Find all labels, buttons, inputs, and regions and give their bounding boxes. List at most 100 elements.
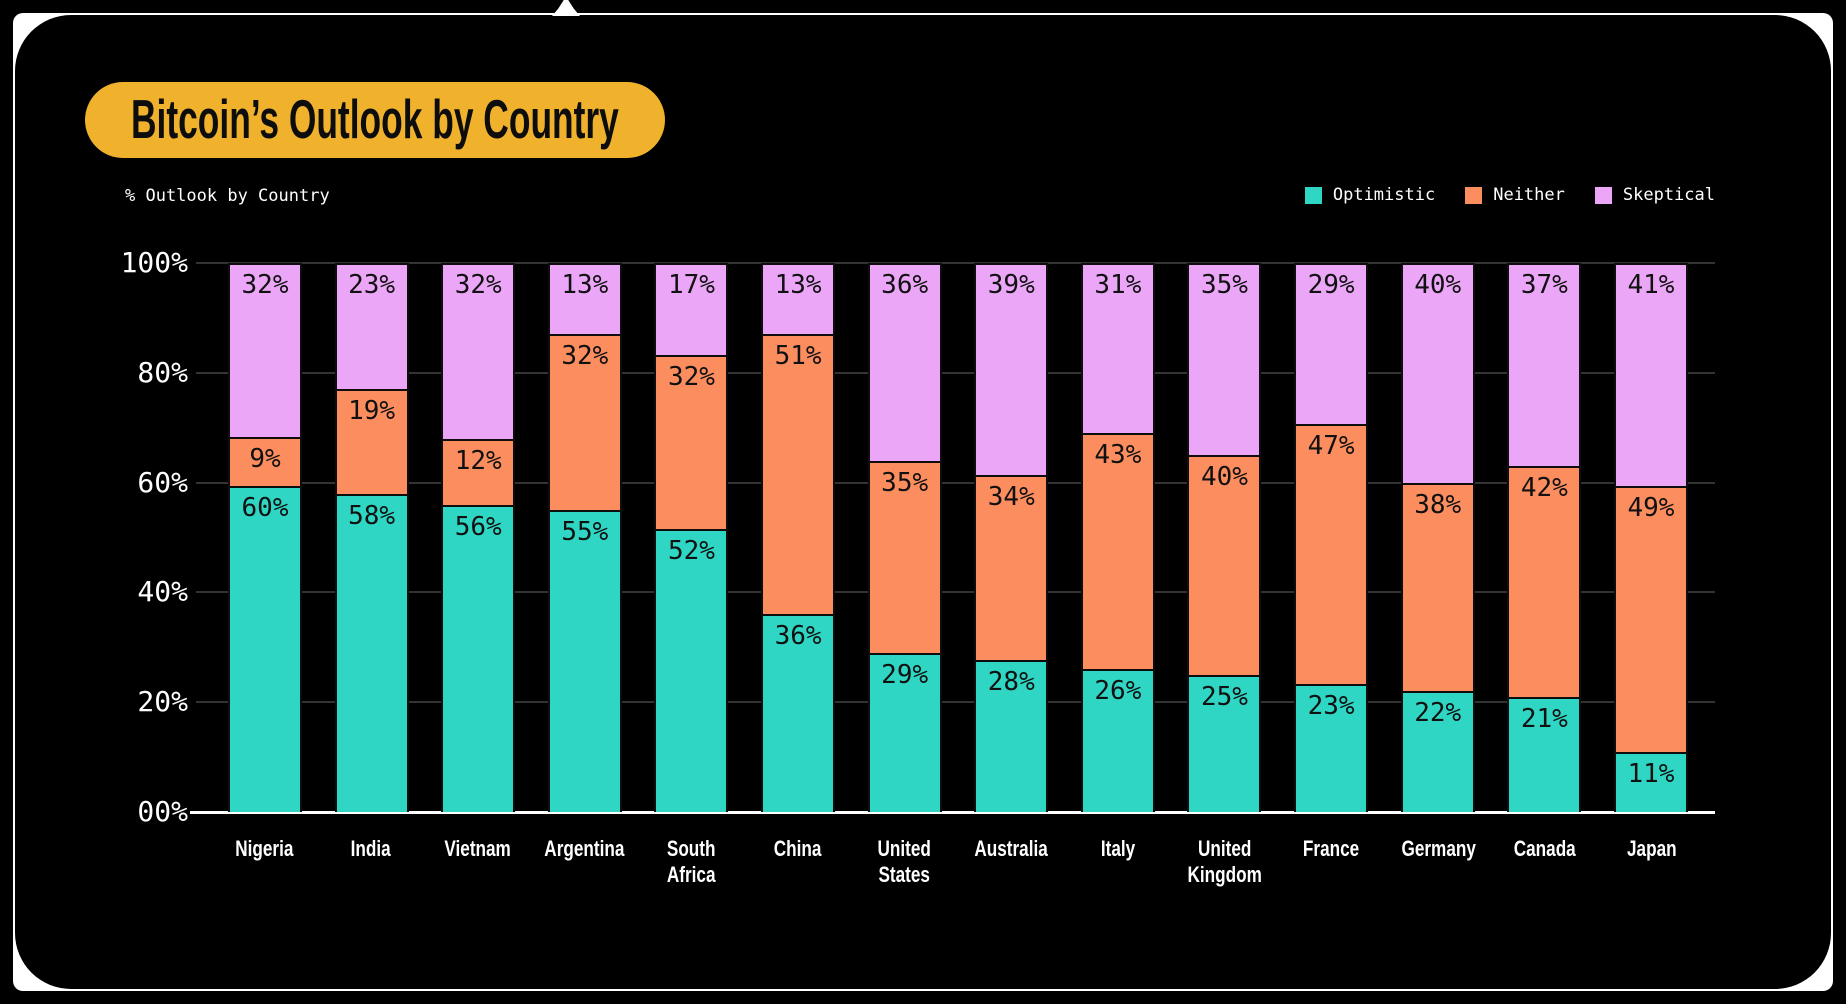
- frame-notch: [552, 0, 580, 16]
- legend-item-optimistic: Optimistic: [1304, 185, 1436, 205]
- bar-segment-neither: 47%: [1294, 423, 1369, 685]
- title-pill: Bitcoin’s Outlook by Country: [85, 82, 665, 158]
- bar-value-label: 19%: [348, 396, 396, 427]
- bar-segment-skeptical: 41%: [1613, 263, 1688, 486]
- country-label-text: Australia: [974, 836, 1049, 861]
- y-tick-label: 60%: [137, 465, 188, 499]
- bar-segment-optimistic: 55%: [547, 510, 622, 812]
- bar-value-label: 32%: [667, 362, 715, 393]
- bar-value-label: 40%: [1201, 462, 1248, 493]
- legend-item-skeptical: Skeptical: [1594, 185, 1715, 205]
- bar-value-label: 60%: [241, 492, 289, 523]
- bar-segment-neither: 12%: [441, 438, 516, 505]
- bar-value-label: 32%: [241, 270, 289, 301]
- bar-column-australia: 28% 34% 39%: [974, 263, 1049, 812]
- bar-segment-optimistic: 56%: [441, 504, 516, 812]
- bar-column-canada: 21% 42% 37%: [1507, 263, 1582, 812]
- gridline: [196, 262, 1715, 264]
- country-label-text: Canada: [1513, 836, 1576, 861]
- x-axis-label-vietnam: Vietnam: [424, 836, 531, 888]
- bar-value-label: 43%: [1094, 440, 1142, 471]
- x-axis-label-japan: Japan: [1598, 836, 1705, 888]
- bar-value-label: 52%: [667, 536, 715, 567]
- legend-label: Optimistic: [1332, 185, 1436, 205]
- bar-value-label: 25%: [1201, 681, 1248, 712]
- y-tick-label: 80%: [137, 355, 188, 389]
- bar-segment-skeptical: 29%: [1294, 263, 1369, 424]
- legend-label: Neither: [1493, 185, 1565, 205]
- bar-segment-optimistic: 23%: [1294, 684, 1369, 812]
- bar-segment-neither: 42%: [1507, 466, 1582, 697]
- country-label-text: China: [774, 836, 822, 861]
- bar-segment-optimistic: 11%: [1613, 752, 1688, 812]
- bar-value-label: 9%: [249, 443, 281, 474]
- bar-segment-skeptical: 32%: [441, 263, 516, 439]
- bar-segment-skeptical: 13%: [547, 263, 622, 335]
- y-tick-label: 00%: [137, 795, 188, 828]
- bar-value-label: 28%: [987, 666, 1035, 697]
- bar-segment-neither: 40%: [1187, 455, 1262, 675]
- x-axis-label-canada: Canada: [1492, 836, 1599, 888]
- bar-segment-neither: 34%: [974, 475, 1049, 660]
- x-axis-label-united-kingdom: United Kingdom: [1171, 836, 1278, 888]
- bar-value-label: 29%: [1307, 270, 1355, 301]
- gridline: [196, 591, 1715, 594]
- bar-segment-neither: 9%: [228, 436, 302, 486]
- bar-value-label: 39%: [987, 270, 1035, 301]
- bar-segment-skeptical: 37%: [1507, 263, 1582, 467]
- bar-segment-optimistic: 36%: [761, 614, 836, 812]
- country-label-text: South Africa: [666, 836, 716, 887]
- bar-segment-neither: 32%: [654, 355, 729, 530]
- bar-value-label: 31%: [1094, 270, 1142, 301]
- bar-segment-skeptical: 13%: [761, 263, 836, 335]
- bar-segment-neither: 49%: [1613, 485, 1688, 753]
- x-axis-label-australia: Australia: [958, 836, 1065, 888]
- country-label-text: United Kingdom: [1187, 836, 1262, 887]
- bar-segment-neither: 19%: [334, 389, 409, 494]
- bar-value-label: 32%: [454, 270, 502, 301]
- bar-segment-skeptical: 35%: [1187, 263, 1262, 456]
- gridline: [196, 371, 1715, 374]
- bar-column-united-states: 29% 35% 36%: [867, 263, 942, 812]
- bar-segment-neither: 38%: [1400, 482, 1475, 692]
- x-axis-label-china: China: [745, 836, 852, 888]
- bar-segment-neither: 35%: [867, 460, 942, 653]
- neither-swatch-icon: [1465, 186, 1483, 204]
- bar-segment-optimistic: 29%: [867, 652, 942, 812]
- bar-segment-skeptical: 36%: [867, 263, 942, 461]
- optimistic-swatch-icon: [1304, 186, 1322, 204]
- bar-value-label: 47%: [1307, 430, 1355, 461]
- bar-segment-optimistic: 21%: [1507, 696, 1582, 812]
- legend-label: Skeptical: [1622, 185, 1715, 205]
- bar-value-label: 12%: [454, 445, 502, 476]
- bar-value-label: 35%: [881, 467, 929, 498]
- x-axis-label-germany: Germany: [1385, 836, 1492, 888]
- bar-segment-neither: 43%: [1080, 433, 1155, 670]
- bar-value-label: 40%: [1414, 270, 1462, 301]
- bar-segment-optimistic: 22%: [1400, 691, 1475, 812]
- x-axis-labels: Nigeria India Vietnam Argentina South Africa…: [211, 836, 1705, 888]
- x-axis-label-italy: Italy: [1065, 836, 1172, 888]
- bar-value-label: 51%: [774, 341, 822, 372]
- bar-value-label: 23%: [1307, 691, 1355, 722]
- bar-column-france: 23% 47% 29%: [1294, 263, 1369, 812]
- bar-segment-skeptical: 23%: [334, 263, 409, 390]
- bar-column-south-africa: 52% 32% 17%: [654, 263, 729, 812]
- bar-column-japan: 11% 49% 41%: [1613, 263, 1688, 812]
- page-title: Bitcoin’s Outlook by Country: [131, 89, 619, 151]
- bar-value-label: 38%: [1414, 489, 1462, 520]
- bar-value-label: 36%: [774, 621, 822, 652]
- bar-segment-skeptical: 32%: [228, 263, 302, 437]
- bar-value-label: 34%: [987, 482, 1035, 513]
- bar-value-label: 49%: [1627, 492, 1675, 523]
- bar-segment-neither: 51%: [761, 334, 836, 615]
- y-axis-title: % Outlook by Country: [125, 186, 330, 206]
- bar-value-label: 55%: [561, 517, 609, 548]
- bar-value-label: 29%: [881, 659, 929, 690]
- bar-value-label: 42%: [1520, 473, 1568, 504]
- country-label-text: Vietnam: [444, 836, 512, 861]
- bar-value-label: 32%: [561, 341, 609, 372]
- bar-segment-skeptical: 31%: [1080, 263, 1155, 434]
- bar-value-label: 21%: [1520, 703, 1568, 734]
